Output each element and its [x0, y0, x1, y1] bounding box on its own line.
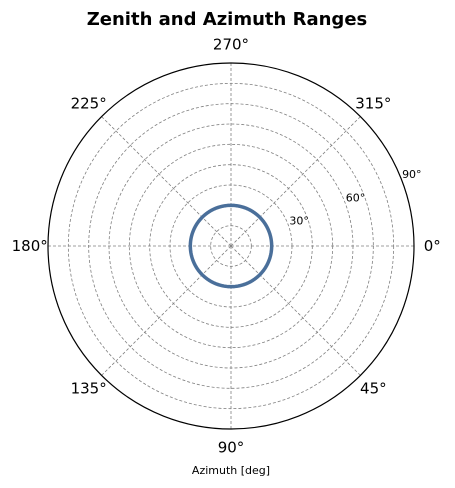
r-tick-label-90: 90° [402, 168, 422, 181]
theta-tick-label-225: 225° [71, 95, 107, 113]
tick-labels: 0° 45° 90° 135° 180° 225° 270° 315° 30° 60° 90° [12, 36, 441, 457]
r-tick-label-60: 60° [346, 191, 366, 204]
theta-tick-label-90: 90° [218, 438, 245, 456]
series-layer [188, 203, 274, 289]
theta-gridline-225 [101, 116, 232, 247]
x-axis-label: Azimuth [deg] [192, 464, 270, 477]
theta-tick-label-135: 135° [71, 379, 107, 397]
theta-gridline-135 [101, 245, 232, 376]
chart-title: Zenith and Azimuth Ranges [87, 9, 368, 30]
polar-frame [47, 62, 415, 430]
theta-gridline-45 [230, 245, 361, 376]
polar-grid [48, 63, 414, 429]
theta-tick-label-180: 180° [12, 237, 48, 255]
theta-tick-label-0: 0° [424, 237, 441, 255]
theta-tick-label-45: 45° [360, 379, 387, 397]
r-tick-label-30: 30° [289, 215, 309, 228]
theta-gridline-315 [230, 116, 361, 247]
theta-tick-label-315: 315° [355, 95, 391, 113]
theta-tick-label-270: 270° [213, 36, 249, 54]
series-line-0 [188, 203, 274, 289]
